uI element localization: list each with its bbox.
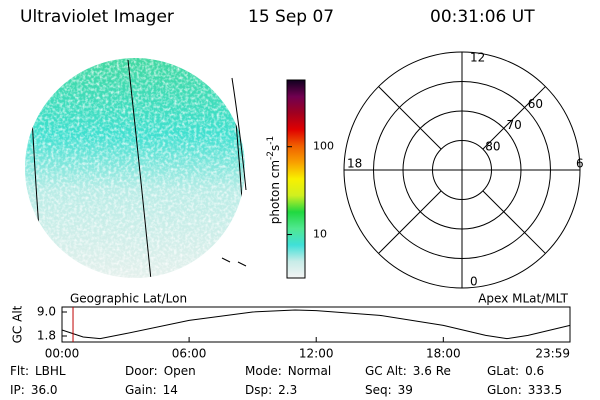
colorbar-tick-label: 10 — [313, 228, 327, 241]
mlt-diag — [378, 86, 442, 150]
right-label: Apex MLat/MLT — [478, 292, 568, 306]
info-label: Dsp: — [245, 383, 272, 397]
info-field: Door: Open — [125, 364, 196, 378]
colorbar-tick-label: 100 — [313, 140, 334, 153]
info-value: 0.6 — [525, 364, 544, 378]
info-field: Gain: 14 — [125, 383, 178, 397]
info-field: IP: 36.0 — [10, 383, 58, 397]
info-value: 333.5 — [528, 383, 562, 397]
ring-label: 70 — [506, 118, 521, 132]
mlt-diag — [378, 190, 442, 254]
info-label: GLon: — [487, 383, 522, 397]
info-field: GC Alt: 3.6 Re — [365, 364, 451, 378]
orbit-plot: Geographic Lat/Lon Apex MLat/MLT GC Alt 9.0… — [11, 292, 571, 361]
info-value: Normal — [288, 364, 331, 378]
info-value: 36.0 — [31, 383, 58, 397]
image-disk — [25, 58, 247, 278]
clock-label: 6 — [576, 157, 584, 171]
info-label: Seq: — [365, 383, 392, 397]
info-field: Dsp: 2.3 — [245, 383, 297, 397]
info-label: Door: — [125, 364, 158, 378]
clock-label: 18 — [347, 157, 362, 171]
info-label: Gain: — [125, 383, 157, 397]
info-label: Flt: — [10, 364, 29, 378]
info-label: GLat: — [487, 364, 519, 378]
x-tick-label: 23:59 — [535, 347, 570, 361]
clock-label: 0 — [470, 275, 478, 289]
info-value: LBHL — [35, 364, 66, 378]
colorbar: 10 100 — [286, 79, 334, 279]
colorbar-fill — [286, 79, 306, 279]
x-tick-label: 12:00 — [299, 347, 334, 361]
left-label: Geographic Lat/Lon — [70, 292, 187, 306]
date: 15 Sep 07 — [248, 7, 334, 27]
info-value: Open — [164, 364, 196, 378]
info-panel: Flt: LBHL Door: Open Mode: Normal GC Alt: 3.6 R… — [10, 364, 562, 397]
info-label: IP: — [10, 383, 25, 397]
colorbar-label: photon cm-2s-1 — [266, 136, 282, 225]
info-value: 3.6 Re — [413, 364, 451, 378]
info-value: 39 — [398, 383, 413, 397]
label-part: -2 — [266, 151, 276, 160]
ring-label: 60 — [528, 97, 543, 111]
y-tick-label: 1.8 — [37, 329, 56, 343]
info-field: Mode: Normal — [245, 364, 331, 378]
ring-label: 80 — [485, 139, 500, 153]
mlt-diag — [482, 190, 546, 254]
info-value: 2.3 — [278, 383, 297, 397]
y-label: GC Alt — [11, 305, 25, 343]
info-field: GLat: 0.6 — [487, 364, 544, 378]
clock-label: 12 — [470, 51, 485, 65]
x-tick-label: 18:00 — [426, 347, 461, 361]
altitude-curve — [61, 309, 571, 340]
x-tick-label: 06:00 — [172, 347, 207, 361]
info-field: Flt: LBHL — [10, 364, 66, 378]
title: Ultraviolet Imager — [20, 7, 174, 27]
info-field: Seq: 39 — [365, 383, 413, 397]
mlt-diag — [482, 86, 546, 150]
label-part: -1 — [266, 136, 276, 145]
info-label: Mode: — [245, 364, 282, 378]
label-part: s — [268, 145, 282, 151]
time: 00:31:06 UT — [430, 7, 535, 27]
x-tick-label: 00:00 — [45, 347, 80, 361]
label-part: photon cm — [268, 160, 282, 224]
info-value: 14 — [163, 383, 178, 397]
info-field: GLon: 333.5 — [487, 383, 562, 397]
y-tick-label: 9.0 — [37, 305, 56, 319]
info-label: GC Alt: — [365, 364, 407, 378]
